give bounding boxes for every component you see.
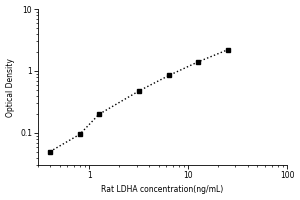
- Y-axis label: Optical Density: Optical Density: [6, 58, 15, 117]
- X-axis label: Rat LDHA concentration(ng/mL): Rat LDHA concentration(ng/mL): [101, 185, 224, 194]
